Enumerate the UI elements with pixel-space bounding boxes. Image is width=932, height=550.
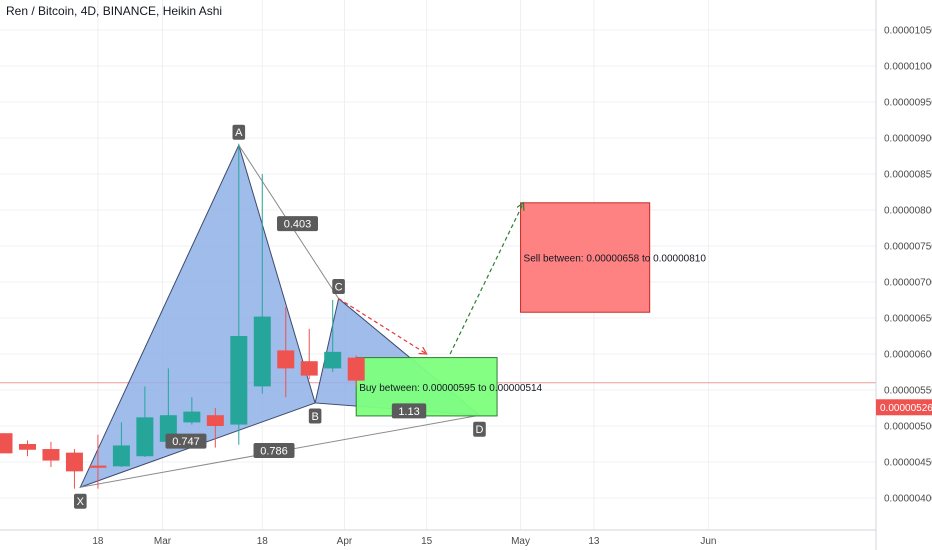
point-label-c-bg	[332, 279, 345, 295]
ratio-label-bg	[253, 442, 295, 458]
candle	[0, 433, 13, 454]
price-axis-label: 0.00001050	[884, 26, 932, 37]
candle	[253, 174, 271, 394]
projection-arrows	[338, 201, 525, 355]
projection-arrow-line	[338, 298, 427, 355]
chart-title: Ren / Bitcoin, 4D, BINANCE, Heikin Ashi	[6, 4, 223, 18]
candle	[42, 441, 60, 468]
point-label-x-bg	[74, 493, 87, 509]
point-label-a-bg	[232, 124, 246, 140]
price-axis-label: 0.00000850	[884, 170, 932, 181]
candle	[18, 440, 36, 457]
price-axis-label: 0.00000700	[884, 278, 932, 289]
price-axis-label: 0.00000400	[884, 494, 932, 505]
candle	[183, 397, 201, 425]
trade-zones: Sell between: 0.00000658 to 0.00000810 Bu…	[355, 202, 707, 417]
time-axis-label: 18	[92, 536, 104, 547]
price-axis-label: 0.00000650	[884, 314, 932, 325]
candle	[324, 300, 342, 372]
time-axis-label: May	[511, 536, 530, 547]
candle-body	[206, 415, 224, 426]
ratio-label: 0.747	[172, 436, 200, 448]
candle	[89, 434, 107, 489]
candle-body	[277, 350, 295, 369]
candle	[206, 408, 224, 448]
point-label-b: B	[311, 411, 318, 423]
sell-zone-label: Sell between: 0.00000658 to 0.00000810	[524, 254, 707, 265]
candle-body	[136, 417, 154, 457]
point-label-x: X	[77, 496, 85, 508]
point-label-b-bg	[308, 408, 322, 424]
ratio-label: 0.403	[284, 219, 312, 231]
candle-body	[324, 351, 342, 369]
projection-arrow-line	[449, 202, 525, 355]
candle	[136, 386, 154, 457]
candle-body	[42, 449, 60, 461]
point-label-d-bg	[473, 421, 486, 437]
candle-body	[112, 445, 130, 467]
candle-body	[230, 336, 248, 425]
ratio-label-bg	[391, 403, 427, 419]
projection-arrow-head	[516, 201, 525, 211]
candle	[347, 355, 365, 387]
time-axis-label: Mar	[154, 536, 172, 547]
candle-body	[347, 357, 365, 381]
candle	[112, 422, 130, 468]
price-axis-label: 0.00000450	[884, 458, 932, 469]
time-axis-label: Jun	[700, 536, 716, 547]
ratio-label: 0.786	[260, 445, 288, 457]
candle-body	[183, 411, 201, 423]
candle	[277, 307, 295, 398]
buy-zone-label: Buy between: 0.00000595 to 0.00000514	[359, 383, 542, 394]
pattern-labels: X A B C D 0.403 0.747 0.786 1.13	[74, 124, 486, 509]
candle	[65, 449, 83, 489]
point-label-c: C	[335, 282, 343, 294]
price-axis-label: 0.00000800	[884, 206, 932, 217]
candle-body	[65, 452, 83, 472]
candle-body	[89, 465, 107, 468]
price-axis-label: 0.00000750	[884, 242, 932, 253]
candle-body	[253, 316, 271, 387]
candle-body	[300, 361, 318, 376]
time-axis-label: 18	[257, 536, 269, 547]
candle	[300, 328, 318, 380]
candlestick-series	[0, 143, 365, 489]
point-label-a: A	[235, 127, 243, 139]
price-axis-label: 0.00000500	[884, 422, 932, 433]
buy-zone	[355, 357, 498, 417]
ratio-label-bg	[277, 216, 318, 232]
candle-body	[0, 433, 13, 454]
candle-body	[18, 444, 36, 450]
time-axis-label: 13	[588, 536, 600, 547]
ratio-label-bg	[165, 433, 207, 449]
time-axis-label: 15	[421, 536, 433, 547]
price-axis-label: 0.00000550	[884, 386, 932, 397]
time-axis-label: Apr	[337, 536, 353, 547]
last-price-badge	[876, 399, 932, 416]
sell-zone	[520, 202, 651, 313]
point-label-d: D	[475, 424, 483, 436]
price-axis-label: 0.00000600	[884, 350, 932, 361]
candle	[230, 143, 248, 445]
price-axis-label: 0.00000950	[884, 98, 932, 109]
projection-arrow-head	[418, 346, 428, 355]
last-price-label: 0.00000526	[880, 403, 932, 414]
price-axis-label: 0.00001000	[884, 62, 932, 73]
price-axis-label: 0.00000900	[884, 134, 932, 145]
ratio-label: 1.13	[398, 406, 419, 418]
